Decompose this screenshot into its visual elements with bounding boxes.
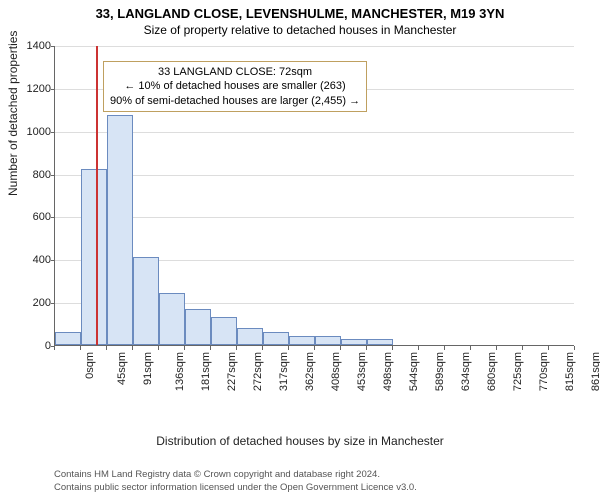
y-tick-mark <box>51 303 55 304</box>
plot-region: 020040060080010001200140033 LANGLAND CLO… <box>54 46 574 346</box>
x-tick-label: 45sqm <box>116 352 128 385</box>
y-tick-label: 1400 <box>19 40 51 52</box>
y-tick-mark <box>51 132 55 133</box>
y-tick-label: 800 <box>19 169 51 181</box>
x-tick-mark <box>548 346 549 350</box>
x-tick-mark <box>340 346 341 350</box>
page-subtitle: Size of property relative to detached ho… <box>0 23 600 37</box>
x-tick-mark <box>366 346 367 350</box>
x-tick-mark <box>236 346 237 350</box>
x-tick-mark <box>80 346 81 350</box>
histogram-bar <box>81 169 107 345</box>
x-tick-label: 544sqm <box>408 352 420 391</box>
y-tick-mark <box>51 175 55 176</box>
x-tick-label: 181sqm <box>200 352 212 391</box>
x-tick-mark <box>288 346 289 350</box>
y-tick-mark <box>51 46 55 47</box>
x-tick-mark <box>522 346 523 350</box>
x-tick-label: 725sqm <box>512 352 524 391</box>
info-box-line: ← 10% of detached houses are smaller (26… <box>110 79 360 93</box>
histogram-bar <box>211 317 237 345</box>
y-tick-label: 1000 <box>19 126 51 138</box>
histogram-bar <box>367 339 393 345</box>
x-tick-mark <box>106 346 107 350</box>
x-tick-label: 272sqm <box>252 352 264 391</box>
x-tick-label: 136sqm <box>174 352 186 391</box>
x-axis-label: Distribution of detached houses by size … <box>0 434 600 448</box>
footnotes: Contains HM Land Registry data © Crown c… <box>54 469 417 494</box>
x-tick-label: 317sqm <box>278 352 290 391</box>
histogram-bar <box>289 336 315 345</box>
gridline <box>55 46 574 47</box>
x-tick-label: 680sqm <box>486 352 498 391</box>
x-tick-label: 453sqm <box>356 352 368 391</box>
page-title: 33, LANGLAND CLOSE, LEVENSHULME, MANCHES… <box>0 6 600 21</box>
y-tick-label: 400 <box>19 254 51 266</box>
histogram-bar <box>237 328 263 345</box>
info-box-line: 33 LANGLAND CLOSE: 72sqm <box>110 65 360 79</box>
x-tick-label: 362sqm <box>304 352 316 391</box>
y-tick-label: 200 <box>19 297 51 309</box>
x-tick-label: 227sqm <box>226 352 238 391</box>
histogram-bar <box>341 339 367 345</box>
x-tick-mark <box>184 346 185 350</box>
x-tick-label: 498sqm <box>382 352 394 391</box>
x-tick-mark <box>496 346 497 350</box>
histogram-bar <box>159 293 185 346</box>
x-tick-mark <box>314 346 315 350</box>
x-tick-label: 408sqm <box>330 352 342 391</box>
x-tick-label: 634sqm <box>460 352 472 391</box>
histogram-bar <box>107 115 133 345</box>
info-box-line: 90% of semi-detached houses are larger (… <box>110 94 360 108</box>
x-tick-mark <box>392 346 393 350</box>
x-tick-label: 770sqm <box>538 352 550 391</box>
x-tick-mark <box>54 346 55 350</box>
histogram-bar <box>55 332 81 345</box>
histogram-bar <box>133 257 159 345</box>
x-tick-mark <box>574 346 575 350</box>
x-tick-mark <box>418 346 419 350</box>
x-tick-label: 91sqm <box>142 352 154 385</box>
y-tick-label: 1200 <box>19 83 51 95</box>
x-tick-mark <box>444 346 445 350</box>
x-tick-mark <box>158 346 159 350</box>
y-tick-mark <box>51 260 55 261</box>
histogram-bar <box>315 336 341 345</box>
x-tick-label: 861sqm <box>590 352 600 391</box>
footnote-line: Contains public sector information licen… <box>54 482 417 494</box>
chart-area: 020040060080010001200140033 LANGLAND CLO… <box>54 46 574 386</box>
y-tick-label: 0 <box>19 340 51 352</box>
x-tick-mark <box>132 346 133 350</box>
x-tick-label: 815sqm <box>564 352 576 391</box>
x-tick-label: 0sqm <box>84 352 96 379</box>
y-tick-label: 600 <box>19 211 51 223</box>
x-tick-mark <box>210 346 211 350</box>
y-tick-mark <box>51 217 55 218</box>
y-axis-label: Number of detached properties <box>6 31 20 196</box>
y-tick-mark <box>51 89 55 90</box>
x-tick-mark <box>470 346 471 350</box>
info-box: 33 LANGLAND CLOSE: 72sqm← 10% of detache… <box>103 61 367 112</box>
reference-line <box>96 46 98 345</box>
footnote-line: Contains HM Land Registry data © Crown c… <box>54 469 417 481</box>
x-tick-label: 589sqm <box>434 352 446 391</box>
histogram-bar <box>263 332 289 345</box>
histogram-bar <box>185 309 211 345</box>
x-tick-mark <box>262 346 263 350</box>
